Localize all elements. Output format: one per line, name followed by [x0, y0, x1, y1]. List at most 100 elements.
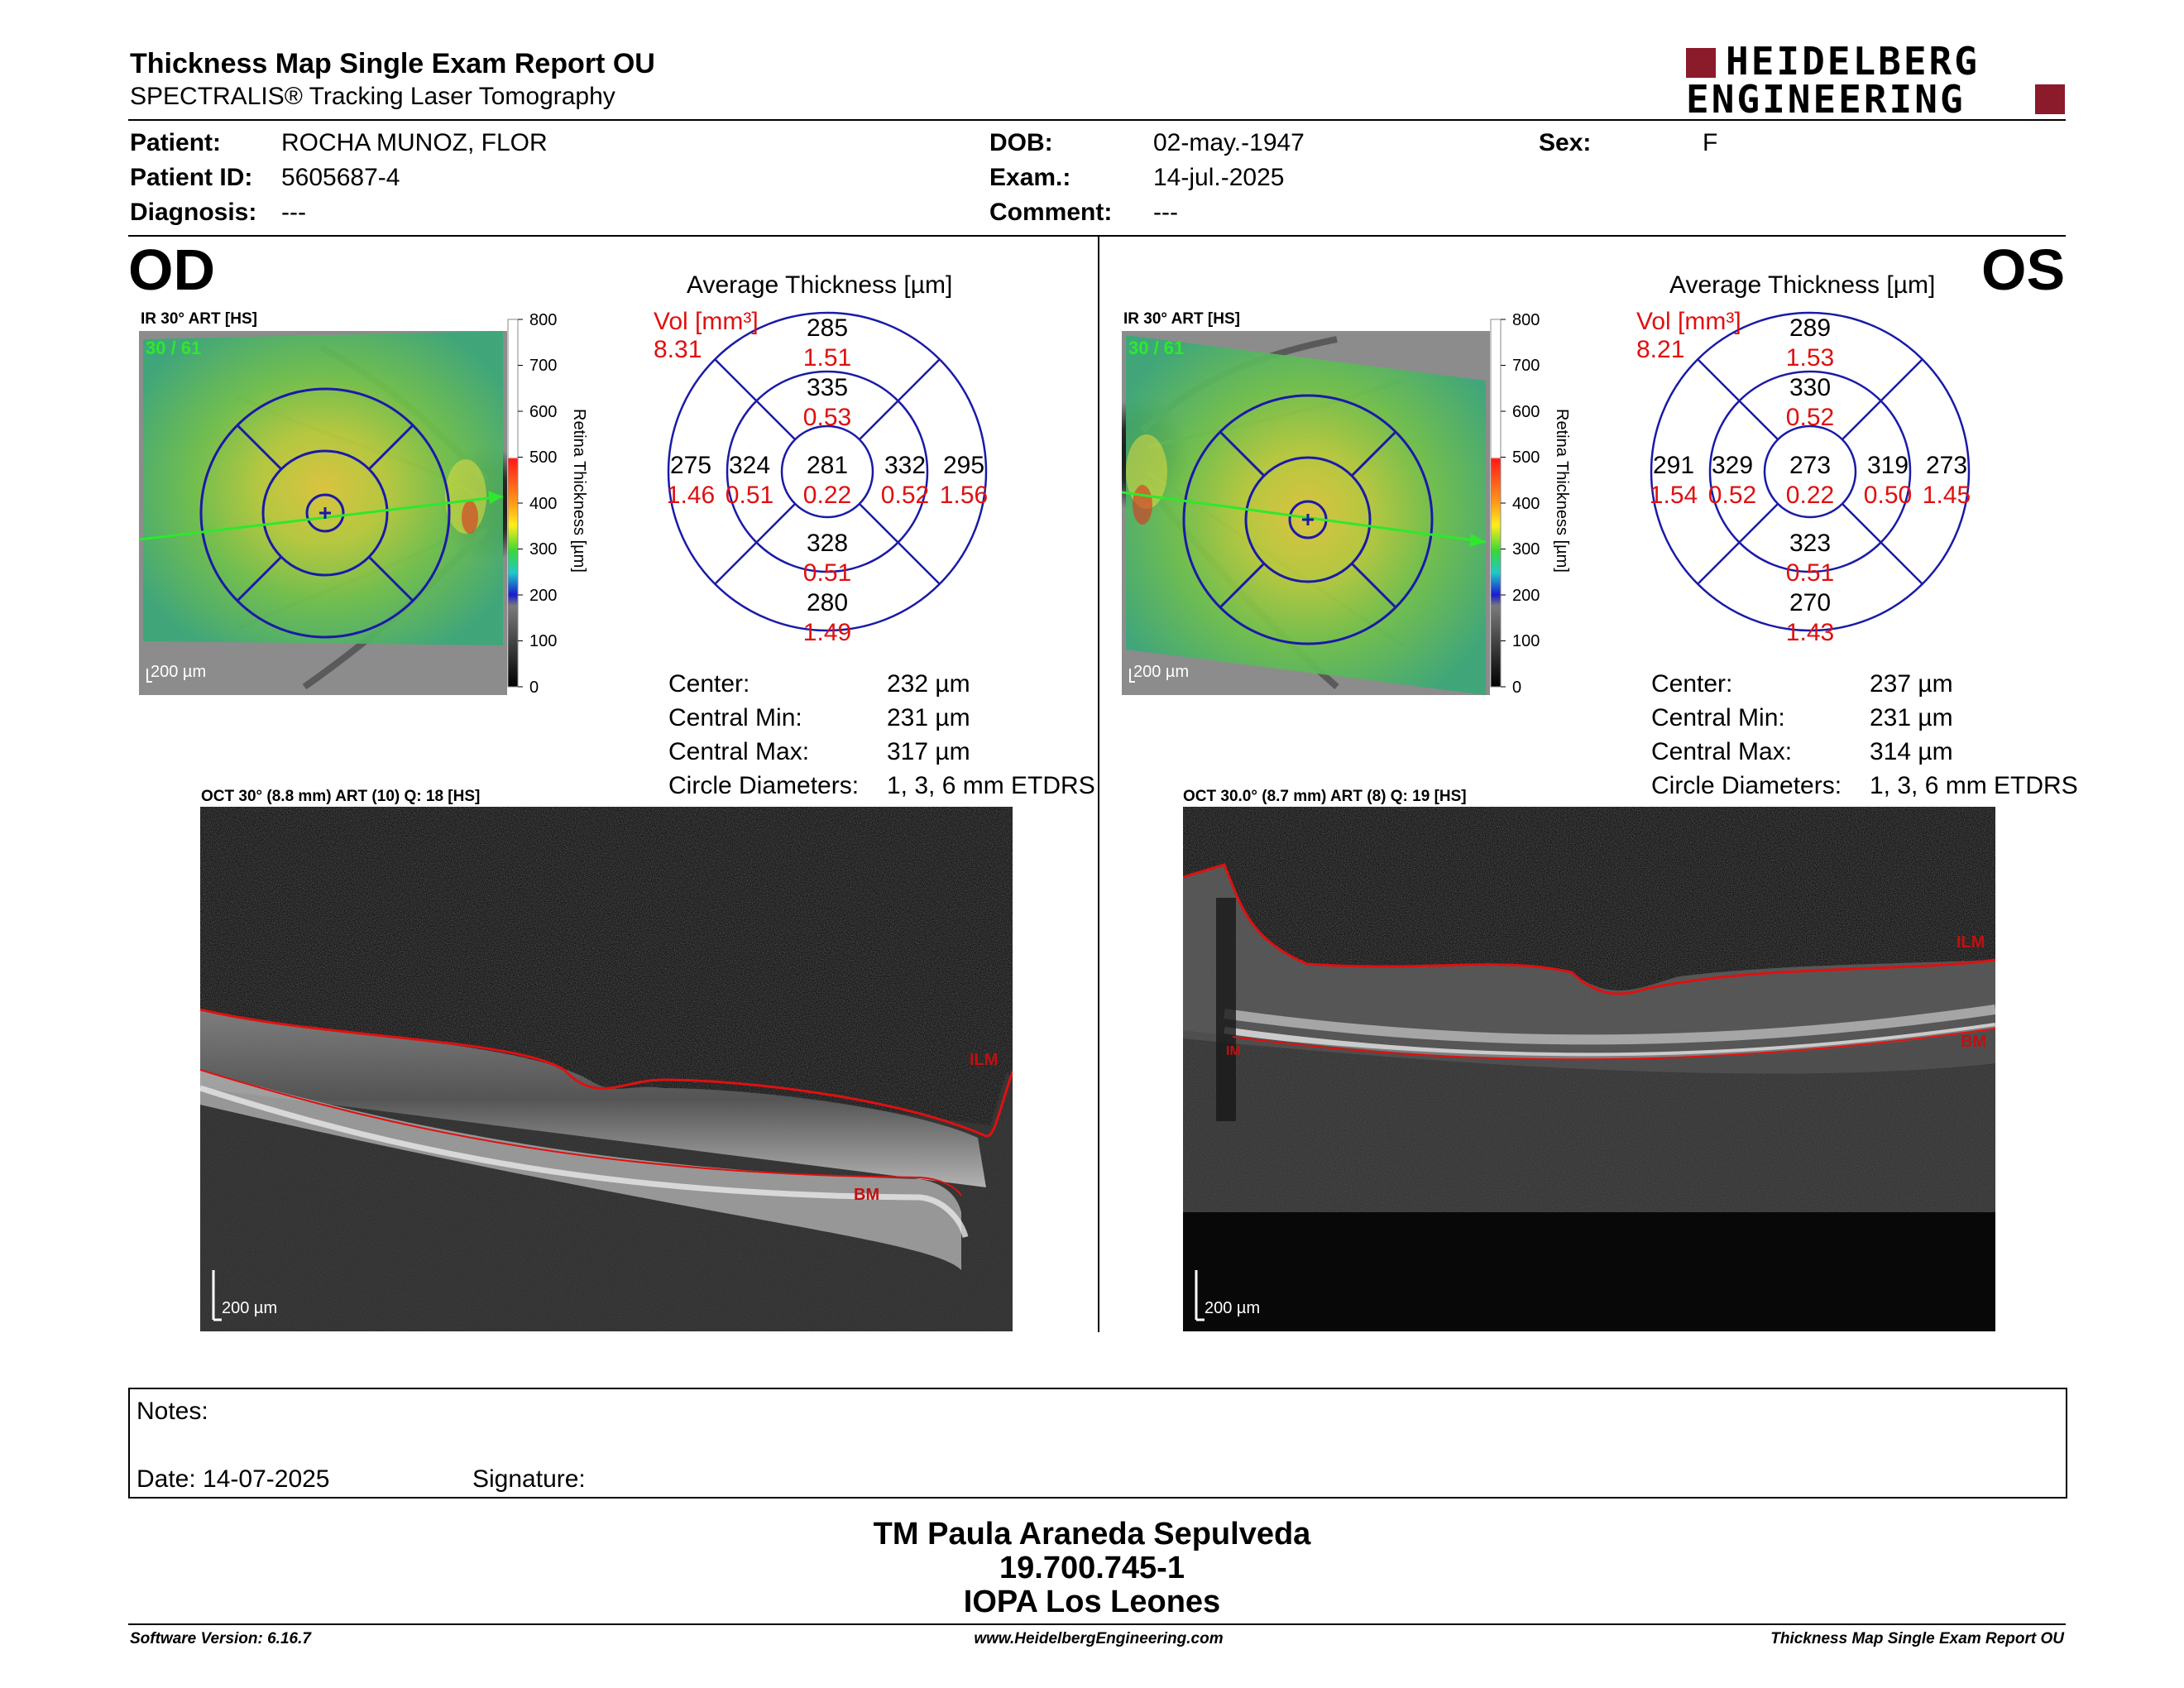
os-cbar-tick: 200	[1512, 587, 1540, 605]
os-outer-right-thickness: 273	[1926, 452, 1967, 479]
diagnosis-label: Diagnosis:	[130, 199, 257, 226]
report-subtitle: SPECTRALIS® Tracking Laser Tomography	[130, 83, 615, 110]
od-outer-left-thickness: 275	[670, 452, 711, 479]
os-cbar-tick: 0	[1512, 679, 1521, 697]
od-cbar-tick: 0	[529, 679, 539, 697]
od-bm-label: BM	[854, 1186, 879, 1204]
os-inner-right-volume: 0.50	[1864, 482, 1912, 509]
od-center-label: Center:	[668, 670, 750, 698]
od-ir-fundus-image: 30 / 61 200 µm	[139, 331, 507, 695]
od-outer-inferior-volume: 1.49	[803, 619, 851, 646]
od-cbar-tick: 300	[529, 540, 557, 559]
notes-label: Notes:	[136, 1398, 208, 1425]
os-oct-label: OCT 30.0° (8.7 mm) ART (8) Q: 19 [HS]	[1183, 788, 1467, 805]
os-ilm-label: ILM	[1956, 933, 1985, 952]
od-min-value: 231 µm	[887, 704, 970, 731]
exam-value: 14-jul.-2025	[1153, 164, 1285, 191]
signer-org: IOPA Los Leones	[963, 1585, 1221, 1619]
od-oct-scale: 200 µm	[222, 1299, 277, 1317]
od-inner-right-thickness: 332	[884, 452, 926, 479]
os-outer-superior-thickness: 289	[1789, 314, 1831, 342]
comment-label: Comment:	[989, 199, 1113, 226]
od-cbar-tick: 700	[529, 357, 557, 375]
od-center-thickness: 281	[807, 452, 848, 479]
od-outer-superior-thickness: 285	[807, 314, 848, 342]
od-thickness-colorbar: 800 700 600 500 400 300 200 100 0 Retina…	[507, 311, 588, 697]
od-ir-overlay-text: 30 / 61	[146, 338, 201, 358]
od-avg-title: Average Thickness [µm]	[687, 271, 953, 299]
od-cbar-tick: 600	[529, 403, 557, 421]
od-outer-right-thickness: 295	[943, 452, 984, 479]
patient-name: ROCHA MUNOZ, FLOR	[281, 129, 548, 156]
od-cbar-tick: 800	[529, 311, 557, 329]
od-max-label: Central Max:	[668, 738, 810, 765]
os-cbar-title: Retina Thickness [µm]	[1553, 409, 1571, 573]
od-ir-label: IR 30° ART [HS]	[141, 310, 257, 328]
os-avg-title: Average Thickness [µm]	[1669, 271, 1936, 299]
website-link: www.HeidelbergEngineering.com	[974, 1630, 1224, 1647]
os-cbar-tick: 600	[1512, 403, 1540, 421]
dob-label: DOB:	[989, 129, 1053, 156]
od-inner-right-volume: 0.52	[881, 482, 929, 509]
report-title: Thickness Map Single Exam Report OU	[130, 48, 655, 79]
footer-report-name: Thickness Map Single Exam Report OU	[1770, 1630, 2064, 1647]
od-min-label: Central Min:	[668, 704, 802, 731]
os-outer-left-volume: 1.54	[1650, 482, 1698, 509]
od-outer-left-volume: 1.46	[667, 482, 715, 509]
os-inner-right-thickness: 319	[1867, 452, 1909, 479]
os-center-volume: 0.22	[1786, 482, 1834, 509]
signer-id: 19.700.745-1	[999, 1551, 1185, 1585]
os-cbar-tick: 700	[1512, 357, 1540, 375]
os-max-label: Central Max:	[1651, 738, 1793, 765]
os-eye-label: OS	[1981, 237, 2066, 302]
patient-id: 5605687-4	[281, 164, 400, 191]
os-oct-bscan-image: ILM BM IM 200 µm	[1183, 807, 1995, 1331]
os-inner-left-thickness: 329	[1712, 452, 1753, 479]
os-min-value: 231 µm	[1870, 704, 1953, 731]
od-inner-superior-thickness: 335	[807, 374, 848, 401]
os-cbar-tick: 500	[1512, 448, 1540, 467]
od-diam-label: Circle Diameters:	[668, 772, 860, 799]
os-diam-value: 1, 3, 6 mm ETDRS	[1870, 772, 2078, 799]
os-oct-scale: 200 µm	[1205, 1299, 1260, 1317]
os-inner-inferior-thickness: 323	[1789, 530, 1831, 557]
os-thickness-colorbar: 800 700 600 500 400 300 200 100 0 Retina…	[1490, 311, 1571, 697]
heidelberg-logo: HEIDELBERG ENGINEERING	[1686, 41, 2067, 119]
os-bm-label: BM	[1961, 1033, 1986, 1051]
sex-label: Sex:	[1539, 129, 1592, 156]
software-version: Software Version: 6.16.7	[130, 1630, 311, 1647]
od-eye-label: OD	[128, 237, 215, 302]
signer-name: TM Paula Araneda Sepulveda	[873, 1517, 1311, 1551]
os-ir-scale: 200 µm	[1133, 663, 1189, 681]
od-oct-label: OCT 30° (8.8 mm) ART (10) Q: 18 [HS]	[201, 788, 481, 805]
os-outer-superior-volume: 1.53	[1786, 344, 1834, 372]
od-inner-left-volume: 0.51	[726, 482, 774, 509]
os-max-value: 314 µm	[1870, 738, 1953, 765]
od-center-volume: 0.22	[803, 482, 851, 509]
os-diam-label: Circle Diameters:	[1651, 772, 1842, 799]
os-outer-left-thickness: 291	[1653, 452, 1694, 479]
os-inner-superior-volume: 0.52	[1786, 404, 1834, 431]
od-inner-superior-volume: 0.53	[803, 404, 851, 431]
od-diam-value: 1, 3, 6 mm ETDRS	[887, 772, 1095, 799]
os-outer-inferior-thickness: 270	[1789, 589, 1831, 616]
dob-value: 02-may.-1947	[1153, 129, 1305, 156]
os-outer-inferior-volume: 1.43	[1786, 619, 1834, 646]
od-vol-label: Vol [mm³]	[654, 308, 759, 335]
os-im-label: IM	[1226, 1044, 1241, 1058]
os-ir-label: IR 30° ART [HS]	[1123, 310, 1240, 328]
os-min-label: Central Min:	[1651, 704, 1785, 731]
os-center-label: Center:	[1651, 670, 1733, 698]
os-cbar-tick: 300	[1512, 540, 1540, 559]
os-center-thickness: 273	[1789, 452, 1831, 479]
od-inner-inferior-volume: 0.51	[803, 559, 851, 587]
patient-label: Patient:	[130, 129, 222, 156]
notes-box[interactable]: Notes: Date: 14-07-2025 Signature:	[128, 1388, 2067, 1499]
os-inner-superior-thickness: 330	[1789, 374, 1831, 401]
comment-value: ---	[1153, 199, 1178, 226]
od-cbar-title: Retina Thickness [µm]	[570, 409, 588, 573]
od-cbar-tick: 400	[529, 495, 557, 513]
od-inner-left-thickness: 324	[729, 452, 770, 479]
od-vol-total: 8.31	[654, 336, 702, 363]
od-outer-right-volume: 1.56	[940, 482, 988, 509]
